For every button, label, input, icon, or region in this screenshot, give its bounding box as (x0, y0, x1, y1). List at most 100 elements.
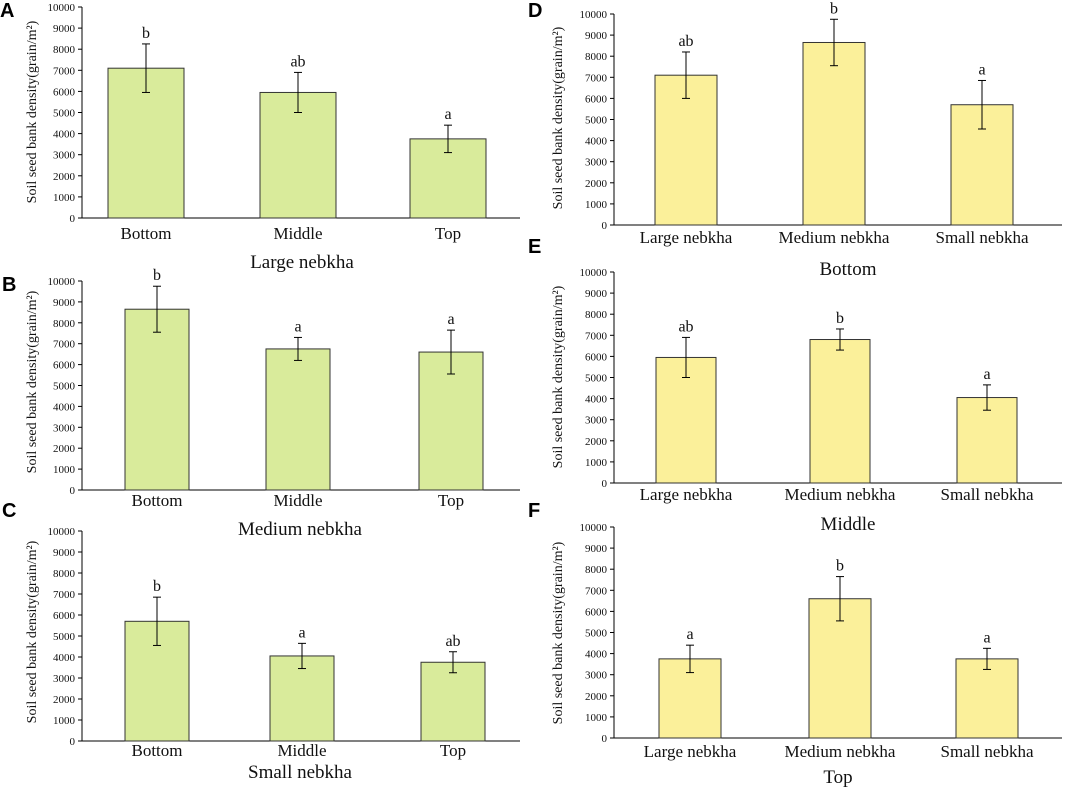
significance-label-d-3: a (978, 61, 985, 78)
significance-label-d-2: b (830, 0, 838, 17)
bar-d-1 (654, 74, 718, 226)
significance-label-c-2: a (298, 624, 305, 641)
y-tick-label-c: 6000 (53, 610, 76, 622)
y-tick-label-b: 2000 (53, 443, 76, 455)
chart-panel-d: D Soil seed bank density(grain/m²) 0 1000… (528, 0, 1062, 280)
y-tick-label-d: 7000 (585, 72, 608, 84)
x-category-label-a-1: Bottom (120, 224, 171, 243)
y-tick-label-f: 5000 (585, 628, 608, 640)
plot-area-d: 0 1000 2000 3000 4000 5000 6000 7000 8000 9000 100… (580, 0, 1062, 247)
y-tick-label-f: 4000 (585, 649, 608, 661)
significance-label-c-3: ab (445, 633, 460, 650)
significance-label-f-3: a (983, 629, 990, 646)
y-tick-label-f: 8000 (585, 564, 608, 576)
x-axis-label-b: Medium nebkha (238, 519, 363, 540)
panel-label-a: A (0, 0, 14, 22)
bar-e-3 (956, 397, 1018, 484)
panel-label-e: E (528, 236, 541, 258)
y-tick-label-c: 1000 (53, 715, 76, 727)
x-category-label-e-2: Medium nebkha (785, 485, 896, 504)
y-tick-label-a: 4000 (53, 129, 76, 141)
y-tick-label-e: 2000 (585, 436, 608, 448)
panel-label-c: C (2, 500, 16, 522)
x-category-label-a-3: Top (435, 224, 461, 243)
y-tick-label-f: 3000 (585, 670, 608, 682)
y-tick-label-e: 7000 (585, 330, 608, 342)
y-axis-title-d: Soil seed bank density(grain/m²) (551, 26, 566, 209)
y-tick-label-d: 0 (602, 220, 608, 232)
x-category-label-d-1: Large nebkha (640, 228, 733, 247)
y-tick-label-c: 9000 (53, 547, 76, 559)
significance-label-b-3: a (447, 311, 454, 328)
y-tick-label-f: 0 (602, 733, 608, 745)
chart-panel-a: A Soil seed bank density(grain/m²) 0 1000… (0, 0, 520, 273)
significance-label-f-2: b (836, 558, 844, 575)
panel-label-b: B (2, 274, 16, 296)
x-axis-label-e: Middle (821, 514, 876, 535)
y-tick-label-c: 8000 (53, 568, 76, 580)
y-axis-label-b: Soil seed bank density(grain/m²) (25, 290, 40, 473)
x-axis-label-c: Small nebkha (248, 762, 353, 783)
y-tick-label-e: 4000 (585, 394, 608, 406)
y-tick-label-b: 4000 (53, 401, 76, 413)
y-axis-title-e: Soil seed bank density(grain/m²) (551, 285, 566, 468)
y-tick-label-e: 8000 (585, 309, 608, 321)
chart-panel-e: E Soil seed bank density(grain/m²) 0 1000… (528, 236, 1062, 535)
x-category-label-f-1: Large nebkha (644, 742, 737, 761)
y-axis-title-b: Soil seed bank density(grain/m²) (25, 290, 40, 473)
plot-area-c: 0 1000 2000 3000 4000 5000 6000 7000 8000 9000 100… (48, 526, 520, 760)
x-category-label-d-2: Medium nebkha (779, 228, 890, 247)
y-axis-label-f: Soil seed bank density(grain/m²) (551, 541, 566, 724)
y-tick-label-d: 5000 (585, 115, 608, 127)
y-tick-label-a: 7000 (53, 65, 76, 77)
bar-a-1 (107, 67, 185, 219)
y-tick-label-c: 4000 (53, 652, 76, 664)
x-axis-label-a: Large nebkha (250, 252, 354, 273)
y-tick-label-c: 5000 (53, 631, 76, 643)
y-tick-label-f: 9000 (585, 543, 608, 555)
bar-c-3 (420, 661, 486, 742)
y-axis-label-a: Soil seed bank density(grain/m²) (25, 20, 40, 203)
significance-label-e-1: ab (678, 318, 693, 335)
x-category-label-f-2: Medium nebkha (785, 742, 896, 761)
y-tick-label-b: 7000 (53, 339, 76, 351)
y-tick-label-b: 10000 (48, 276, 76, 288)
y-tick-label-e: 5000 (585, 373, 608, 385)
x-category-label-b-1: Bottom (131, 491, 182, 510)
y-tick-label-d: 4000 (585, 136, 608, 148)
y-tick-label-d: 3000 (585, 157, 608, 169)
y-tick-label-b: 8000 (53, 318, 76, 330)
y-tick-label-b: 0 (70, 485, 76, 497)
significance-label-b-1: b (153, 267, 161, 284)
x-axis-label-f: Top (823, 767, 852, 788)
chart-panel-b: B Soil seed bank density(grain/m²) 0 1000… (2, 267, 520, 540)
significance-label-e-2: b (836, 310, 844, 327)
y-tick-label-d: 1000 (585, 199, 608, 211)
significance-label-b-2: a (294, 318, 301, 335)
y-tick-label-c: 7000 (53, 589, 76, 601)
y-tick-label-f: 10000 (580, 522, 608, 534)
x-category-label-b-2: Middle (273, 491, 322, 510)
significance-label-a-2: ab (290, 53, 305, 70)
x-category-label-b-3: Top (438, 491, 464, 510)
y-tick-label-f: 6000 (585, 606, 608, 618)
y-tick-label-a: 2000 (53, 171, 76, 183)
y-tick-label-c: 3000 (53, 673, 76, 685)
bar-a-2 (259, 91, 337, 219)
x-category-label-d-3: Small nebkha (935, 228, 1028, 247)
y-tick-label-c: 0 (70, 736, 76, 748)
bar-c-2 (269, 655, 335, 742)
y-tick-label-a: 1000 (53, 192, 76, 204)
y-tick-label-e: 9000 (585, 288, 608, 300)
significance-label-a-1: b (142, 25, 150, 42)
y-tick-label-b: 6000 (53, 360, 76, 372)
significance-label-e-3: a (983, 366, 990, 383)
y-tick-label-a: 5000 (53, 108, 76, 120)
panel-label-d: D (528, 0, 542, 22)
y-tick-label-a: 0 (70, 213, 76, 225)
y-axis-title-a: Soil seed bank density(grain/m²) (25, 20, 40, 203)
significance-label-d-1: ab (678, 33, 693, 50)
bar-e-2 (809, 339, 871, 484)
y-tick-label-b: 1000 (53, 464, 76, 476)
